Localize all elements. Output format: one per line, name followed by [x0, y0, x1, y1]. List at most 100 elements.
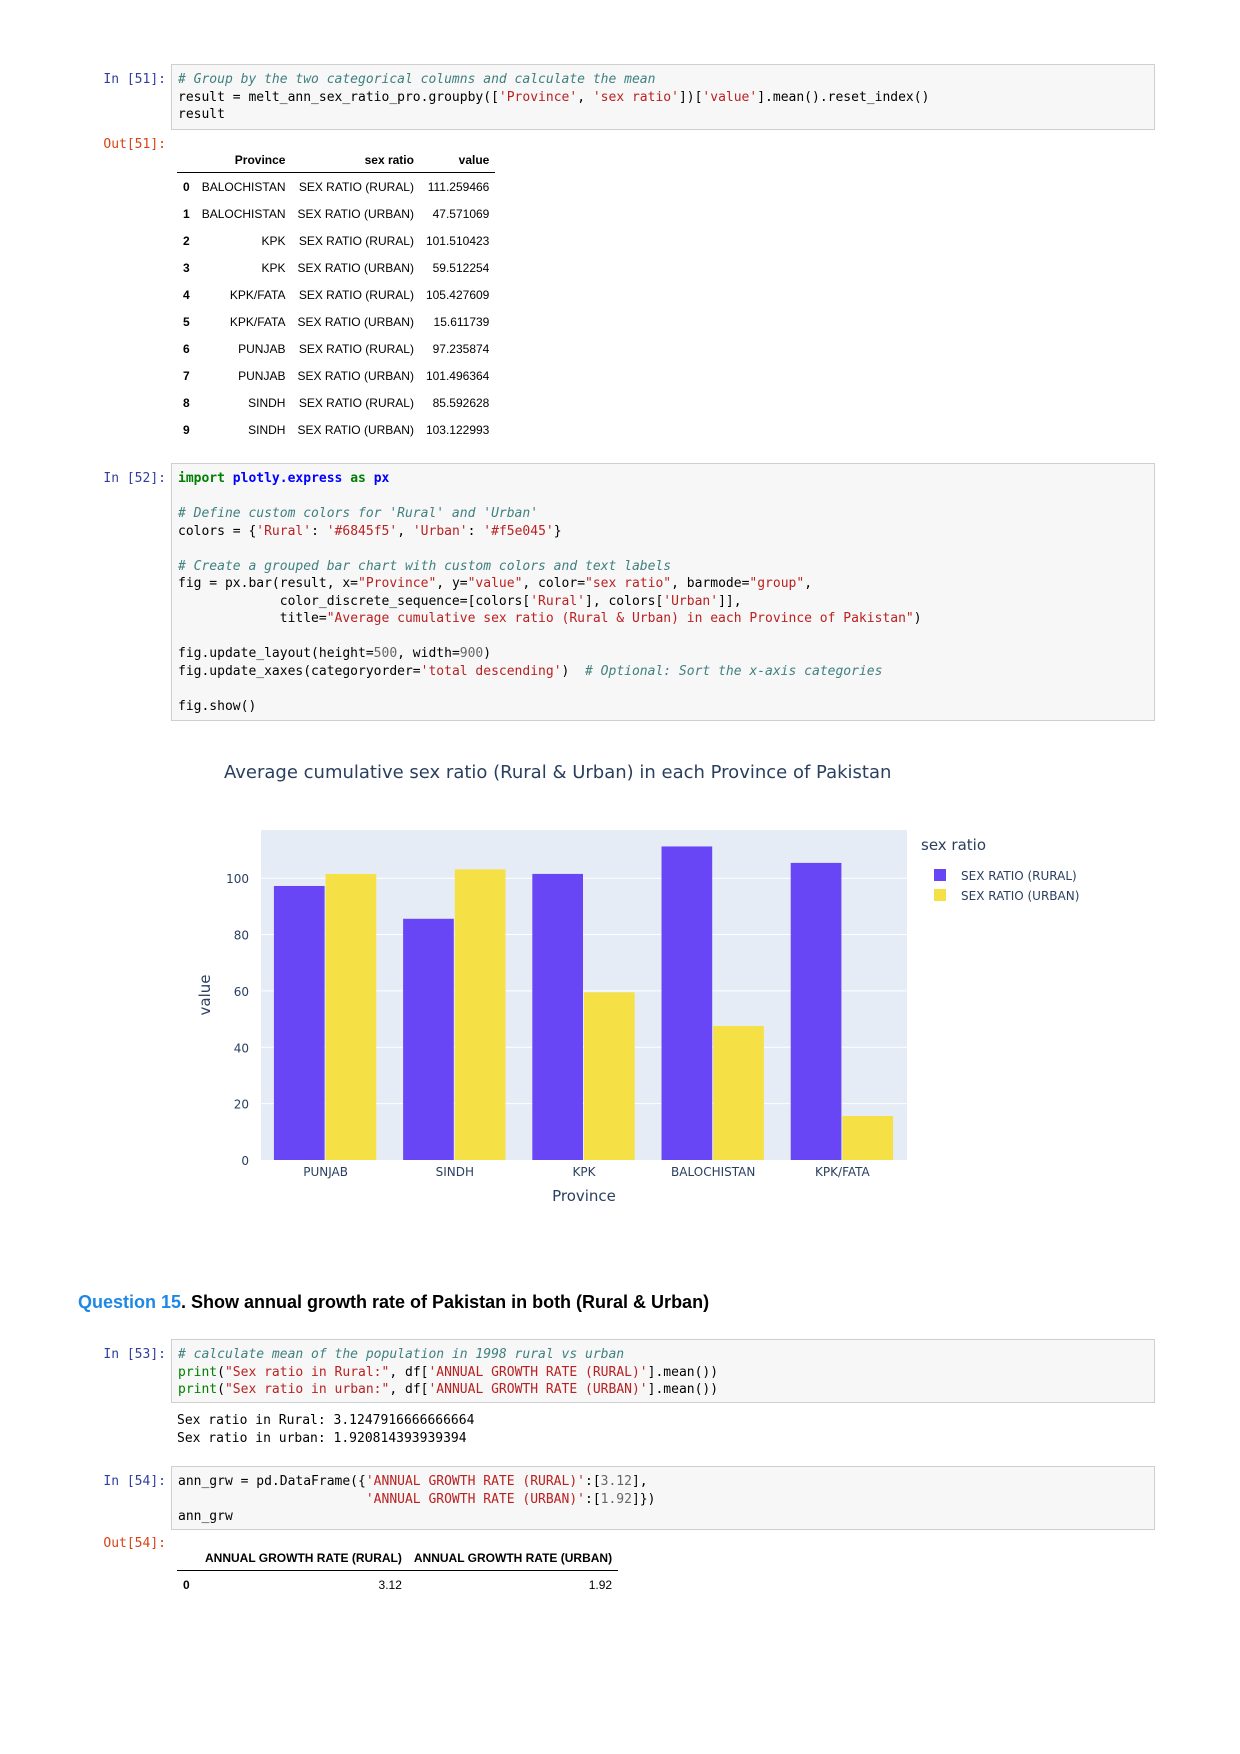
- code-text: import plotly.express as px # Define cus…: [178, 470, 922, 715]
- input-prompt-53: In [53]:: [103, 1347, 166, 1362]
- code-string: 'ANNUAL GROWTH RATE (URBAN)': [428, 1382, 648, 1397]
- code-token: (: [217, 1364, 225, 1380]
- question-heading: Question 15. Show annual growth rate of …: [78, 1292, 709, 1313]
- y-axis-title: value: [196, 975, 214, 1016]
- bar[interactable]: [325, 873, 377, 1160]
- dataframe-ann-grw: ANNUAL GROWTH RATE (RURAL) ANNUAL GROWTH…: [177, 1546, 619, 1598]
- bar[interactable]: [532, 873, 583, 1160]
- code-token: fig = px.bar(result, x=: [178, 576, 359, 591]
- code-string: 'Rural': [256, 523, 312, 539]
- code-string: '#f5e045': [483, 523, 554, 539]
- table-cell: SEX RATIO (URBAN): [297, 314, 414, 329]
- code-number: 3.12: [600, 1474, 632, 1489]
- row-index: 9: [183, 422, 190, 437]
- stdout-line: Sex ratio in urban: 1.920814393939394: [177, 1430, 467, 1446]
- row-index: 2: [183, 233, 190, 248]
- x-tick-label: KPK/FATA: [815, 1165, 870, 1179]
- bar[interactable]: [842, 1116, 894, 1160]
- bar[interactable]: [403, 918, 454, 1160]
- code-token: ann_grw = pd.DataFrame({: [178, 1474, 366, 1489]
- y-tick-label: 80: [234, 929, 249, 943]
- table-cell: 85.592628: [432, 395, 490, 410]
- row-index: 5: [183, 314, 190, 329]
- row-index: 1: [183, 206, 190, 221]
- legend-swatch[interactable]: [934, 889, 946, 901]
- legend-label[interactable]: SEX RATIO (RURAL): [961, 869, 1077, 883]
- code-token: , color=: [522, 576, 586, 591]
- bar[interactable]: [454, 869, 506, 1160]
- code-string: 'total descending': [420, 663, 562, 679]
- code-string: "Average cumulative sex ratio (Rural & U…: [326, 611, 914, 626]
- x-axis-title: Province: [552, 1187, 616, 1205]
- bar[interactable]: [273, 885, 325, 1160]
- code-token: ],: [631, 1474, 648, 1489]
- code-comment: # Create a grouped bar chart with custom…: [178, 558, 672, 574]
- table-cell: SEX RATIO (URBAN): [297, 422, 414, 437]
- code-cell-52[interactable]: import plotly.express as px # Define cus…: [171, 463, 1155, 721]
- code-token: ].mean()): [647, 1364, 719, 1380]
- question-number: Question 15: [78, 1292, 182, 1312]
- bar[interactable]: [584, 992, 635, 1160]
- row-index: 7: [183, 368, 190, 383]
- code-token: , y=: [436, 576, 468, 591]
- code-token: :: [467, 523, 484, 539]
- bar[interactable]: [713, 1025, 764, 1160]
- table-cell: BALOCHISTAN: [201, 179, 286, 194]
- column-header-rural: ANNUAL GROWTH RATE (RURAL): [199, 1546, 408, 1571]
- table-cell: KPK/FATA: [229, 314, 286, 329]
- legend-label[interactable]: SEX RATIO (URBAN): [961, 889, 1079, 903]
- table-cell: 59.512254: [432, 260, 490, 275]
- code-string: "value": [467, 576, 523, 591]
- table-cell: SEX RATIO (URBAN): [297, 260, 414, 275]
- table-header-row: ANNUAL GROWTH RATE (RURAL) ANNUAL GROWTH…: [177, 1546, 619, 1571]
- legend-swatch[interactable]: [934, 869, 946, 881]
- code-string: 'Urban': [412, 523, 468, 539]
- table-cell: KPK/FATA: [229, 287, 286, 302]
- code-string: "Sex ratio in urban:": [224, 1382, 390, 1397]
- row-index: 3: [183, 260, 190, 275]
- row-index: 4: [183, 287, 190, 302]
- dataframe-result: Province sex ratio value 0 BALOCHISTAN SEX…: [177, 148, 496, 443]
- code-token: result: [178, 107, 225, 122]
- code-string: "sex ratio": [585, 576, 672, 591]
- table-row: 3 KPK SEX RATIO (URBAN) 59.512254: [177, 254, 495, 281]
- output-prompt-54: Out[54]:: [103, 1536, 166, 1551]
- table-row: 4 KPK/FATA SEX RATIO (RURAL) 105.427609: [177, 281, 495, 308]
- table-cell: SEX RATIO (URBAN): [297, 206, 414, 221]
- code-token: ])[: [678, 89, 703, 105]
- column-header-value: value: [419, 148, 496, 173]
- code-token: fig.update_layout(height=: [178, 646, 374, 661]
- code-token: ].mean().reset_index(): [757, 89, 930, 105]
- code-token: , df[: [389, 1382, 429, 1397]
- bar[interactable]: [790, 862, 842, 1160]
- table-cell: 103.122993: [425, 422, 490, 437]
- bar[interactable]: [661, 846, 713, 1160]
- code-cell-54[interactable]: ann_grw = pd.DataFrame({'ANNUAL GROWTH R…: [171, 1466, 1155, 1530]
- table-cell: 105.427609: [425, 287, 490, 302]
- code-text: ann_grw = pd.DataFrame({'ANNUAL GROWTH R…: [178, 1473, 655, 1526]
- table-cell: 101.496364: [425, 368, 490, 383]
- table-cell: 111.259466: [427, 179, 490, 194]
- code-builtin: print: [178, 1364, 218, 1380]
- code-token: result = melt_ann_sex_ratio_pro.groupby(…: [178, 89, 499, 105]
- code-cell-51[interactable]: # Group by the two categorical columns a…: [171, 64, 1155, 130]
- stdout-line: Sex ratio in Rural: 3.1247916666666664: [177, 1413, 475, 1428]
- code-token: ].mean()): [647, 1382, 719, 1397]
- code-keyword: import: [178, 471, 225, 486]
- column-header-sex-ratio: sex ratio: [291, 148, 420, 173]
- code-number: 1.92: [600, 1491, 632, 1507]
- code-string: '#6845f5': [326, 523, 398, 539]
- y-tick-label: 20: [234, 1098, 249, 1112]
- table-cell: BALOCHISTAN: [201, 206, 286, 221]
- code-token: ): [913, 611, 922, 626]
- table-cell: 97.235874: [432, 341, 490, 356]
- row-index: 0: [183, 1577, 190, 1592]
- table-cell: 47.571069: [432, 206, 490, 221]
- legend[interactable]: SEX RATIO (RURAL) SEX RATIO (URBAN): [934, 869, 1079, 903]
- code-token: ,: [397, 523, 413, 539]
- code-token: , width=: [397, 646, 460, 661]
- code-number: 500: [373, 646, 398, 661]
- code-cell-53[interactable]: # calculate mean of the population in 19…: [171, 1339, 1155, 1403]
- code-string: "group": [749, 576, 805, 591]
- x-tick-label: BALOCHISTAN: [671, 1165, 755, 1179]
